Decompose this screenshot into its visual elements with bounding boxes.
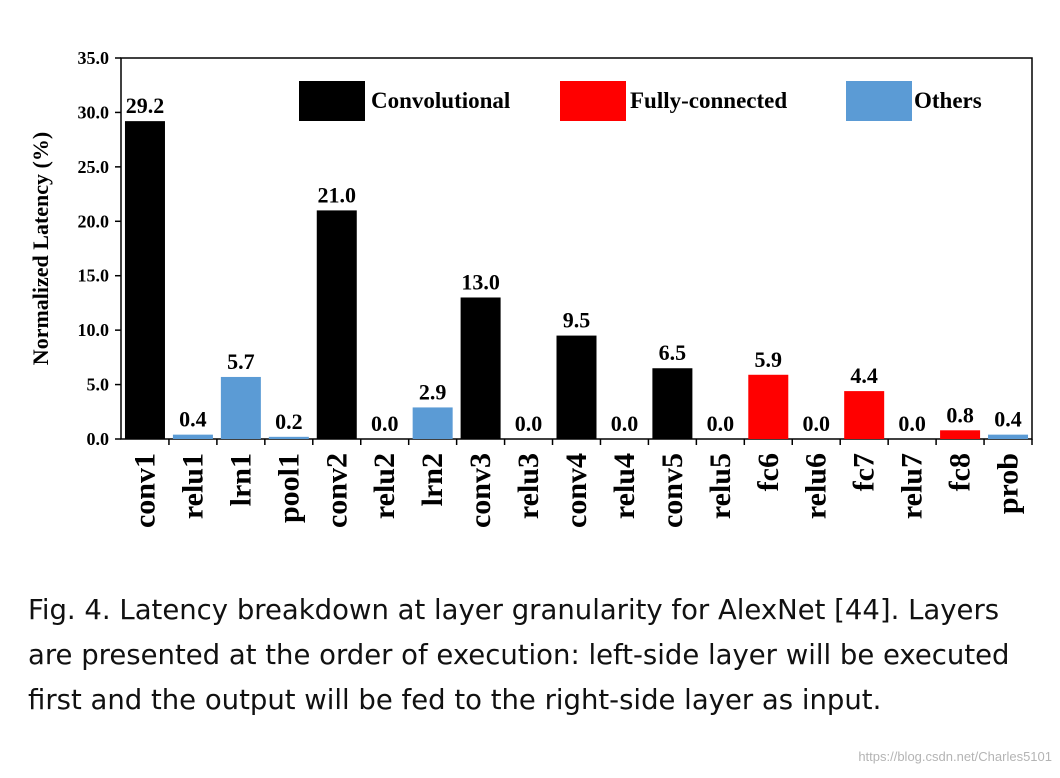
y-tick-label: 30.0	[78, 102, 110, 122]
y-tick-label: 20.0	[78, 211, 110, 231]
bar-relu1	[172, 434, 213, 439]
bar-fc8	[940, 430, 981, 439]
category-label-conv2: conv2	[320, 453, 353, 528]
data-label-conv5: 6.5	[659, 340, 687, 365]
category-label-lrn1: lrn1	[224, 453, 257, 506]
bar-conv2	[316, 210, 357, 439]
category-label-pool1: pool1	[272, 453, 305, 523]
y-tick-label: 0.0	[87, 429, 110, 449]
legend-label-1: Fully-connected	[630, 88, 787, 113]
category-label-conv5: conv5	[656, 453, 689, 528]
y-tick-label: 5.0	[87, 375, 110, 395]
data-label-relu4: 0.0	[611, 411, 639, 436]
data-label-conv1: 29.2	[126, 93, 165, 118]
data-label-conv4: 9.5	[563, 308, 591, 333]
bar-conv3	[460, 297, 501, 439]
data-label-lrn2: 2.9	[419, 379, 447, 404]
category-label-fc6: fc6	[752, 453, 785, 491]
data-label-fc8: 0.8	[946, 402, 974, 427]
category-label-relu7: relu7	[896, 453, 929, 519]
watermark: https://blog.csdn.net/Charles5101	[858, 749, 1052, 764]
bar-conv5	[652, 368, 693, 439]
category-label-conv3: conv3	[464, 453, 497, 528]
data-label-relu7: 0.0	[898, 411, 926, 436]
bar-conv4	[556, 335, 597, 439]
legend-swatch-1	[560, 81, 626, 121]
data-label-lrn1: 5.7	[227, 349, 255, 374]
data-label-relu5: 0.0	[707, 411, 735, 436]
category-label-relu5: relu5	[704, 453, 737, 519]
y-axis-label: Normalized Latency (%)	[28, 132, 53, 365]
bar-prob	[988, 434, 1029, 439]
y-tick-label: 15.0	[78, 266, 110, 286]
bar-pool1	[268, 436, 309, 439]
category-label-prob: prob	[992, 453, 1025, 514]
data-label-relu6: 0.0	[802, 411, 830, 436]
data-label-pool1: 0.2	[275, 409, 303, 434]
data-label-conv3: 13.0	[461, 269, 500, 294]
category-label-relu6: relu6	[800, 453, 833, 519]
y-tick-label: 10.0	[78, 320, 110, 340]
category-label-relu1: relu1	[176, 453, 209, 519]
data-label-relu2: 0.0	[371, 411, 399, 436]
bar-lrn2	[412, 407, 453, 439]
category-label-relu2: relu2	[368, 453, 401, 519]
legend-swatch-0	[299, 81, 365, 121]
category-label-fc7: fc7	[848, 453, 881, 491]
category-label-conv4: conv4	[560, 453, 593, 528]
y-tick-label: 35.0	[78, 48, 110, 68]
bar-chart: 0.0 5.0 10.0 15.0 20.0 25.0 30.0 35.0 Normalized…	[28, 48, 1033, 528]
category-label-fc8: fc8	[944, 453, 977, 491]
bar-conv1	[124, 121, 165, 439]
figure-caption: Fig. 4. Latency breakdown at layer granu…	[28, 594, 1010, 716]
data-label-fc7: 4.4	[850, 363, 878, 388]
data-label-prob: 0.4	[994, 407, 1022, 432]
bar-lrn1	[220, 376, 261, 439]
y-tick-label: 25.0	[78, 157, 110, 177]
data-label-relu1: 0.4	[179, 407, 207, 432]
category-label-lrn2: lrn2	[416, 453, 449, 506]
legend-label-2: Others	[914, 88, 982, 113]
bar-fc6	[748, 374, 789, 439]
legend-label-0: Convolutional	[371, 88, 510, 113]
category-label-conv1: conv1	[128, 453, 161, 528]
category-label-relu3: relu3	[512, 453, 545, 519]
legend-swatch-2	[846, 81, 912, 121]
bar-fc7	[844, 391, 885, 439]
data-label-relu3: 0.0	[515, 411, 543, 436]
data-label-fc6: 5.9	[755, 347, 783, 372]
data-label-conv2: 21.0	[318, 182, 357, 207]
category-label-relu4: relu4	[608, 453, 641, 519]
